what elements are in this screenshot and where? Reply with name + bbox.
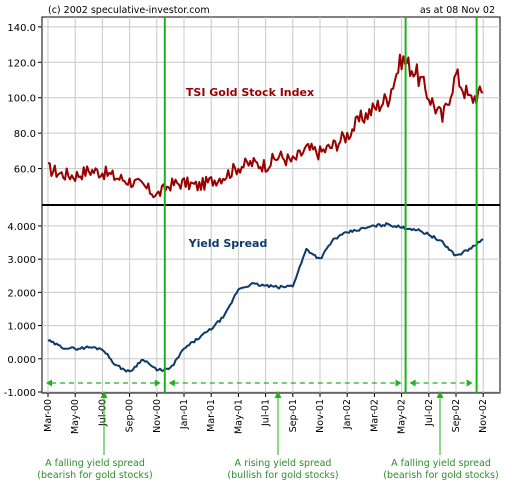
y-tick-label: 80.0 <box>14 129 36 140</box>
y-axis-bottom: 4.000 3.000 2.000 1.000 0.000 -1.000 <box>4 222 42 399</box>
y-tick-label: 4.000 <box>7 222 36 233</box>
y-axis-top: 140.0 120.0 100.0 80.0 60.0 <box>7 23 42 176</box>
x-tick-label: May-01 <box>233 399 244 434</box>
annotation-3-line1: A falling yield spread <box>391 458 491 469</box>
series-line <box>47 222 484 373</box>
x-tick-label: Jan-02 <box>342 399 353 430</box>
trend-arrows <box>46 379 473 455</box>
x-tick-label: Nov-01 <box>315 399 326 433</box>
x-tick-label: Jul-01 <box>261 399 272 427</box>
y-tick-label: 3.000 <box>7 255 36 266</box>
y-tick-label: 1.000 <box>7 322 36 333</box>
annotation-1-line1: A falling yield spread <box>45 458 145 469</box>
x-axis: Mar-00 May-00 Jul-00 Sep-00 Nov-00 Jan-01 Mar-… <box>43 393 489 434</box>
x-tick-label: Mar-02 <box>369 399 380 432</box>
annotation-2-line2: (bullish for gold stocks) <box>227 470 339 481</box>
annotation-rising: A rising yield spread (bullish for gold … <box>208 458 358 482</box>
chart-title-top: TSI Gold Stock Index <box>186 86 314 99</box>
series-yield-spread <box>47 222 484 373</box>
y-tick-label: 60.0 <box>14 165 36 176</box>
arrow-head <box>46 379 52 387</box>
annotation-3-line2: (bearish for gold stocks) <box>383 470 499 481</box>
x-tick-label: Sep-00 <box>125 399 136 432</box>
x-tick-label: Nov-00 <box>152 399 163 433</box>
x-tick-label: Sep-01 <box>288 399 299 432</box>
annotation-falling-2: A falling yield spread (bearish for gold… <box>366 458 516 482</box>
pointer-head <box>274 391 282 398</box>
x-tick-label: May-02 <box>397 399 408 434</box>
arrow-head <box>395 379 402 387</box>
pointer-head <box>100 391 108 398</box>
arrow-head <box>466 379 473 387</box>
y-tick-label: -1.000 <box>4 388 36 399</box>
arrow-head <box>154 379 161 387</box>
y-tick-label: 100.0 <box>7 94 36 105</box>
y-tick-label: 120.0 <box>7 58 36 69</box>
chart-title-bottom: Yield Spread <box>188 237 268 250</box>
copyright-text: (c) 2002 speculative-investor.com <box>48 5 210 16</box>
arrow-head <box>168 379 175 387</box>
x-tick-label: Jul-00 <box>97 399 108 427</box>
annotation-2-line1: A rising yield spread <box>234 458 332 469</box>
y-tick-label: 2.000 <box>7 288 36 299</box>
pointer-head <box>436 391 444 398</box>
x-tick-label: Jul-02 <box>424 399 435 427</box>
y-tick-label: 140.0 <box>7 23 36 34</box>
x-tick-label: Sep-02 <box>451 399 462 432</box>
y-tick-label: 0.000 <box>7 355 36 366</box>
as-at-text: as at 08 Nov 02 <box>420 5 495 16</box>
annotation-falling-1: A falling yield spread (bearish for gold… <box>20 458 170 482</box>
x-tick-label: Mar-00 <box>43 399 54 432</box>
x-tick-label: May-00 <box>70 399 81 434</box>
arrow-head <box>409 379 416 387</box>
vertical-markers <box>163 17 478 393</box>
series-tsi-gold-stock-index <box>47 53 484 199</box>
x-tick-label: Mar-01 <box>206 399 217 432</box>
series-line <box>47 53 484 199</box>
annotation-1-line2: (bearish for gold stocks) <box>37 470 153 481</box>
x-tick-label: Nov-02 <box>478 399 489 433</box>
x-tick-label: Jan-01 <box>179 399 190 430</box>
